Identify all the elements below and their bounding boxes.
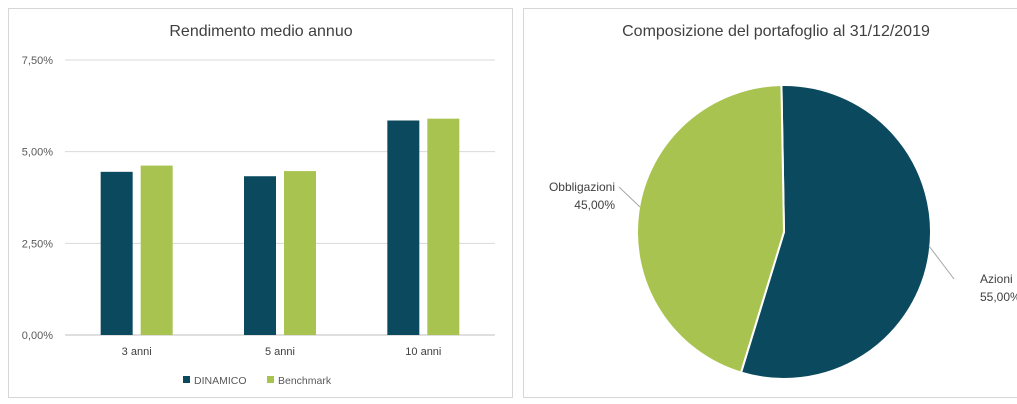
bar-dinamico-3	[387, 120, 420, 335]
legend-label-dinamico: DINAMICO	[194, 375, 247, 387]
pie-chart-panel: Composizione del portafoglio al 31/12/20…	[523, 8, 1017, 398]
pie-leader-line	[618, 186, 641, 208]
pie-slice-obbligazioni	[636, 84, 786, 374]
bar-dinamico-1	[100, 171, 133, 335]
pie-value-azioni: 55,00%	[980, 290, 1017, 304]
bar-dinamico-2	[244, 176, 276, 335]
bar-chart-panel: Rendimento medio annuo 0,00% 2,50% 5,00% 7,…	[8, 8, 513, 398]
legend-label-benchmark: Benchmark	[278, 375, 332, 387]
bar-benchmark-1	[140, 165, 173, 335]
x-tick-label: 5 anni	[265, 346, 295, 358]
pie-label-azioni: Azioni	[980, 272, 1013, 286]
bar-chart-title: Rendimento medio annuo	[169, 23, 352, 40]
pie-slice-azioni	[739, 84, 932, 380]
pie-chart: Composizione del portafoglio al 31/12/20…	[549, 23, 1017, 380]
x-tick-label: 3 anni	[122, 346, 152, 358]
legend-swatch-benchmark	[267, 376, 274, 383]
pie-leader-line	[928, 245, 955, 280]
pie-chart-title: Composizione del portafoglio al 31/12/20…	[622, 23, 930, 40]
legend-swatch-dinamico	[183, 376, 190, 383]
bar-chart: Rendimento medio annuo 0,00% 2,50% 5,00% 7,…	[22, 23, 495, 387]
pie-label-obbligazioni: Obbligazioni	[549, 180, 615, 194]
y-tick-label: 0,00%	[22, 330, 53, 342]
y-tick-label: 5,00%	[22, 147, 53, 159]
pie-value-obbligazioni: 45,00%	[574, 198, 615, 212]
y-tick-label: 7,50%	[22, 55, 53, 67]
bar-benchmark-3	[427, 118, 460, 336]
x-tick-label: 10 anni	[405, 346, 441, 358]
y-tick-label: 2,50%	[22, 238, 53, 250]
bar-benchmark-2	[284, 171, 316, 335]
